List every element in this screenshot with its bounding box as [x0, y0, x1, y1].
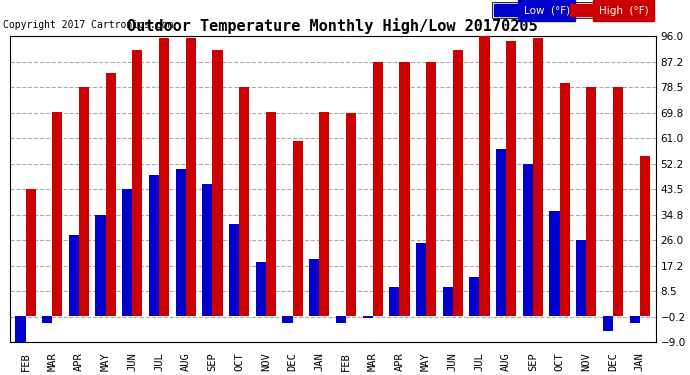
- Bar: [69, 235, 79, 316]
- Bar: [122, 189, 132, 316]
- Bar: [346, 113, 356, 316]
- Bar: [319, 112, 329, 316]
- Bar: [469, 277, 480, 316]
- Title: Outdoor Temperature Monthly High/Low 20170205: Outdoor Temperature Monthly High/Low 201…: [128, 18, 538, 34]
- Bar: [256, 262, 266, 316]
- Bar: [586, 87, 596, 316]
- Bar: [293, 141, 303, 316]
- Legend: Low  (°F), High  (°F): Low (°F), High (°F): [492, 2, 651, 18]
- Bar: [560, 83, 570, 316]
- Bar: [416, 243, 426, 316]
- Bar: [239, 87, 249, 316]
- Bar: [149, 175, 159, 316]
- Bar: [42, 316, 52, 323]
- Bar: [453, 50, 463, 316]
- Bar: [229, 224, 239, 316]
- Bar: [629, 316, 640, 323]
- Bar: [603, 316, 613, 331]
- Bar: [480, 36, 490, 316]
- Bar: [176, 169, 186, 316]
- Bar: [132, 50, 143, 316]
- Bar: [336, 316, 346, 323]
- Bar: [442, 287, 453, 316]
- Bar: [15, 316, 26, 342]
- Bar: [506, 41, 516, 316]
- Bar: [309, 260, 319, 316]
- Text: Copyright 2017 Cartronics.com: Copyright 2017 Cartronics.com: [3, 20, 173, 30]
- Bar: [202, 184, 213, 316]
- Bar: [400, 62, 410, 316]
- Bar: [373, 62, 383, 316]
- Bar: [186, 38, 196, 316]
- Bar: [52, 112, 62, 316]
- Bar: [213, 50, 223, 316]
- Bar: [362, 316, 373, 318]
- Bar: [549, 211, 560, 316]
- Bar: [159, 38, 169, 316]
- Bar: [640, 156, 650, 316]
- Bar: [533, 38, 543, 316]
- Bar: [523, 164, 533, 316]
- Bar: [389, 287, 400, 316]
- Bar: [576, 240, 586, 316]
- Bar: [95, 215, 106, 316]
- Bar: [26, 189, 36, 316]
- Bar: [266, 112, 276, 316]
- Bar: [282, 316, 293, 323]
- Bar: [613, 87, 623, 316]
- Bar: [496, 148, 506, 316]
- Bar: [426, 62, 436, 316]
- Bar: [106, 73, 116, 316]
- Bar: [79, 87, 89, 316]
